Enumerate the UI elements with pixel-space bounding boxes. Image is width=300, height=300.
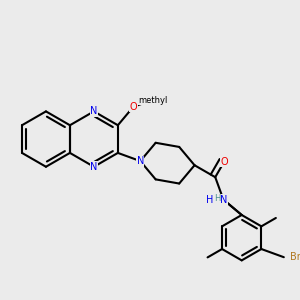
Text: Br: Br [290, 252, 300, 262]
Text: H: H [214, 194, 220, 203]
Text: N: N [90, 106, 98, 116]
Text: O: O [129, 102, 137, 112]
Text: N: N [136, 156, 144, 166]
Text: N: N [90, 106, 98, 116]
Text: O: O [129, 102, 137, 112]
Text: N: N [136, 156, 144, 166]
Text: N: N [220, 195, 227, 205]
Text: N: N [90, 162, 98, 172]
Text: Br: Br [290, 252, 300, 262]
Text: N: N [220, 195, 227, 205]
Text: methyl: methyl [156, 98, 161, 99]
Text: O: O [220, 157, 228, 167]
Text: O: O [220, 157, 228, 167]
Text: methyl: methyl [138, 96, 167, 105]
Text: O: O [129, 102, 137, 112]
Text: H: H [213, 194, 219, 203]
Text: HN: HN [206, 195, 221, 205]
Text: N: N [90, 162, 98, 172]
